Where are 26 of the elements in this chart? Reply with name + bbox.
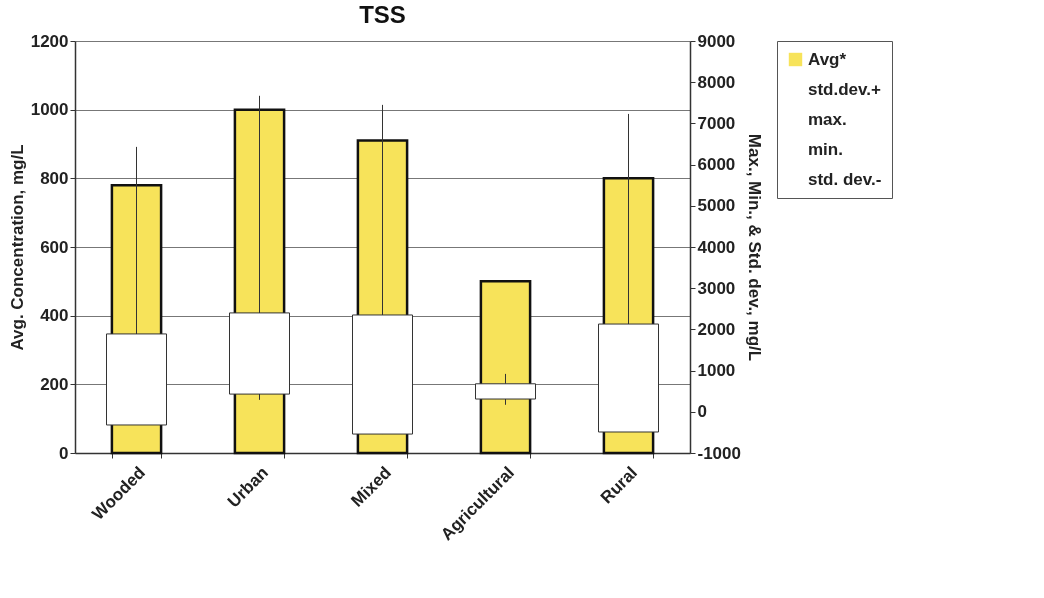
y2-tick-label: 3000 (697, 278, 736, 298)
chart-title: TSS (359, 1, 406, 28)
y-tick-label: 0 (59, 443, 69, 463)
y2-axis-title: Max., Min., & Std. dev., mg/L (744, 133, 764, 362)
legend-label: Avg* (808, 49, 847, 69)
text: max. (808, 109, 847, 129)
y-tick-label: 600 (40, 237, 69, 257)
text: std. dev.- (808, 169, 882, 189)
y-tick-label: 1000 (30, 100, 69, 120)
y-axis-title: Avg. Concentration, mg/L (7, 144, 27, 351)
y2-tick-label: 6000 (697, 155, 736, 175)
y-tick-label: 200 (40, 374, 69, 394)
text: std.dev.+ (808, 79, 881, 99)
y2-tick-label: 8000 (697, 72, 736, 92)
y-tick-label: 400 (40, 306, 69, 326)
text: min. (808, 139, 843, 159)
y2-tick-label: -1000 (697, 443, 741, 463)
y-tick-label: 1200 (30, 31, 69, 51)
y2-tick-label: 5000 (697, 196, 736, 216)
y2-tick-label: 7000 (697, 113, 736, 133)
y2-tick-label: 2000 (697, 319, 736, 339)
y2-tick-label: 1000 (697, 361, 736, 381)
y2-tick-label: 4000 (697, 237, 736, 257)
y2-tick-label: 9000 (697, 31, 736, 51)
y2-tick-label: 0 (697, 402, 707, 422)
y-tick-label: 800 (40, 168, 69, 188)
